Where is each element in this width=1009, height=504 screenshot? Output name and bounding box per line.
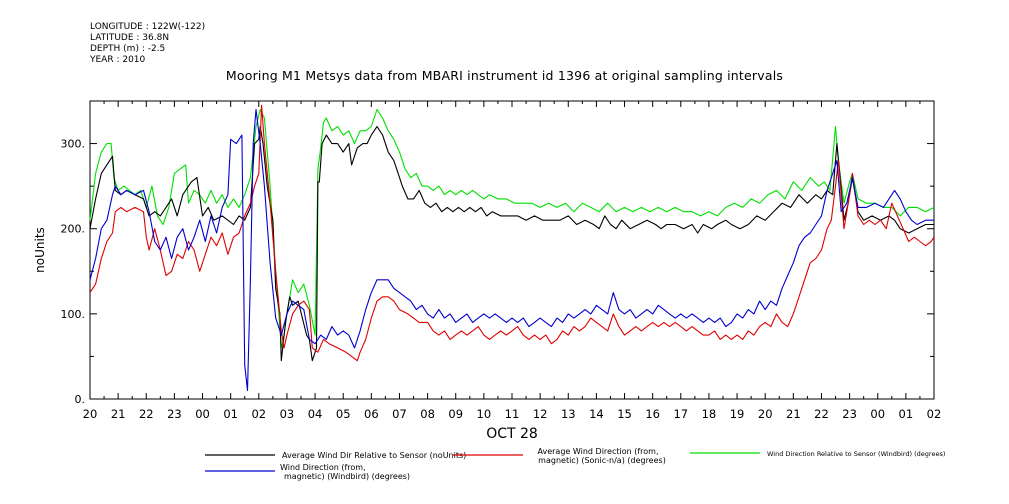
x-axis-label: OCT 28 xyxy=(486,426,538,442)
legend-label: Wind Direction (from, magnetic) (Windbird… xyxy=(280,463,410,481)
x-tick-label: 06 xyxy=(364,407,379,421)
y-tick-label: 100. xyxy=(61,308,86,321)
x-tick-label: 20 xyxy=(758,407,773,421)
x-tick-label: 11 xyxy=(505,407,520,421)
x-tick-label: 02 xyxy=(251,407,266,421)
x-tick-label: 23 xyxy=(842,407,857,421)
year-label: YEAR : 2010 xyxy=(90,55,146,65)
x-tick-label: 19 xyxy=(730,407,745,421)
series-line-3 xyxy=(89,108,935,349)
x-tick-label: 22 xyxy=(139,407,154,421)
legend-label: Average Wind Direction (from, magnetic) (… xyxy=(537,447,665,465)
series-line-2 xyxy=(89,104,935,362)
y-axis-label: noUnits xyxy=(33,227,47,273)
x-tick-label: 20 xyxy=(83,407,98,421)
series-line-4 xyxy=(89,108,934,392)
x-tick-label: 21 xyxy=(111,407,126,421)
x-tick-label: 23 xyxy=(167,407,182,421)
latitude-label: LATITUDE : 36.8N xyxy=(90,33,170,43)
x-tick-label: 01 xyxy=(223,407,238,421)
axes: 0. 100. 200. 300. 20 21 22 23 00 01 02 03 04 05 06 07 08… xyxy=(61,100,942,421)
x-tick-label: 21 xyxy=(786,407,801,421)
x-tick-label: 10 xyxy=(477,407,492,421)
x-tick-label: 15 xyxy=(617,407,632,421)
legend: Average Wind Dir Relative to Sensor (noU… xyxy=(205,447,945,481)
x-tick-label: 07 xyxy=(392,407,407,421)
x-tick-label: 05 xyxy=(336,407,351,421)
x-tick-label: 00 xyxy=(870,407,885,421)
x-tick-label: 00 xyxy=(195,407,210,421)
series-layer xyxy=(89,104,935,392)
series-line-1 xyxy=(89,125,934,362)
x-tick-label: 22 xyxy=(814,407,829,421)
x-tick-label: 14 xyxy=(589,407,604,421)
x-tick-label: 17 xyxy=(673,407,688,421)
y-tick-label: 200. xyxy=(61,223,86,236)
legend-label: Average Wind Dir Relative to Sensor (noU… xyxy=(282,451,466,460)
x-tick-label: 13 xyxy=(561,407,576,421)
x-tick-label: 04 xyxy=(308,407,323,421)
x-tick-label: 16 xyxy=(645,407,660,421)
y-tick-label: 300. xyxy=(61,138,86,151)
x-tick-label: 02 xyxy=(927,407,942,421)
metadata-block: LONGITUDE : 122W(-122) LATITUDE : 36.8N … xyxy=(90,22,205,66)
x-tick-label: 09 xyxy=(448,407,463,421)
plot-frame xyxy=(89,100,935,400)
chart-title: Mooring M1 Metsys data from MBARI instru… xyxy=(225,68,784,83)
depth-label: DEPTH (m) : -2.5 xyxy=(90,44,166,54)
longitude-label: LONGITUDE : 122W(-122) xyxy=(90,22,206,32)
x-tick-label: 03 xyxy=(280,407,295,421)
x-tick-label: 08 xyxy=(420,407,435,421)
x-tick-label: 12 xyxy=(533,407,548,421)
legend-label: Wind Direction Relative to Sensor (Windb… xyxy=(767,450,945,458)
x-tick-label: 01 xyxy=(899,407,914,421)
x-tick-label: 18 xyxy=(702,407,717,421)
y-tick-label: 0. xyxy=(75,393,86,406)
